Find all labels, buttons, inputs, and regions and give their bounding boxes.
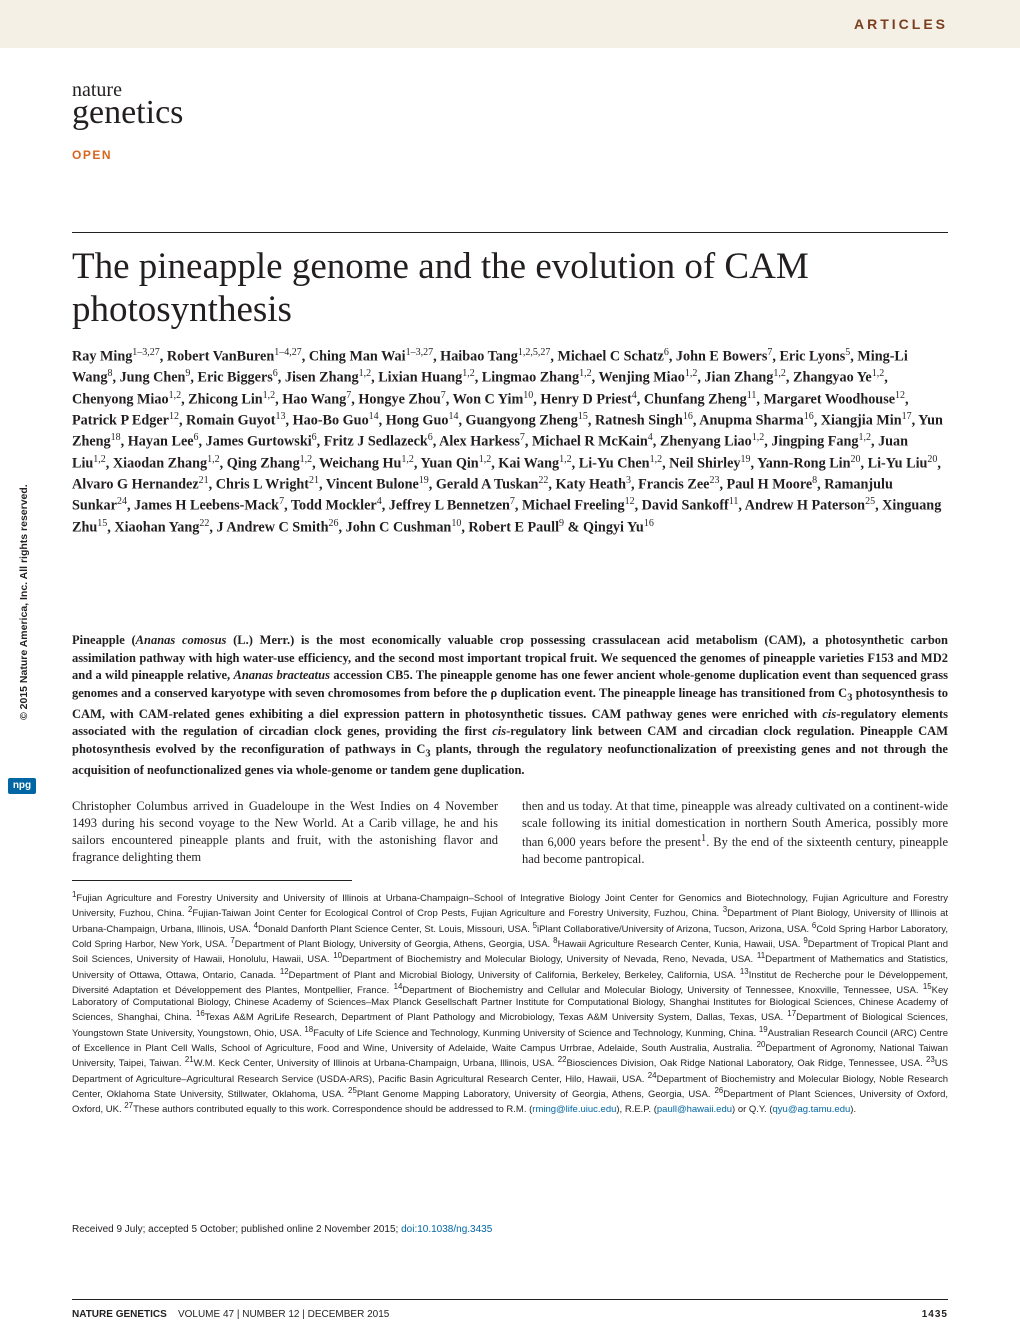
body-col-right: then and us today. At that time, pineapp… <box>522 798 948 868</box>
footer-left: NATURE GENETICS VOLUME 47 | NUMBER 12 | … <box>72 1309 389 1320</box>
journal-name-bottom: genetics <box>72 99 183 128</box>
affiliations: 1Fujian Agriculture and Forestry Univers… <box>72 890 948 1117</box>
footer-page-number: 1435 <box>922 1309 948 1320</box>
footer-journal: NATURE GENETICS <box>72 1309 167 1320</box>
section-label: ARTICLES <box>854 16 948 32</box>
received-text: Received 9 July; accepted 5 October; pub… <box>72 1224 401 1235</box>
journal-logo: nature genetics <box>72 82 183 128</box>
doi-link[interactable]: doi:10.1038/ng.3435 <box>401 1224 492 1235</box>
side-copyright: © 2015 Nature America, Inc. All rights r… <box>18 484 30 720</box>
open-access-label: OPEN <box>72 148 112 162</box>
received-line: Received 9 July; accepted 5 October; pub… <box>72 1224 948 1235</box>
title-rule <box>72 232 948 233</box>
body-col-left: Christopher Columbus arrived in Guadelou… <box>72 798 498 868</box>
body-columns: Christopher Columbus arrived in Guadelou… <box>72 798 948 868</box>
footer-issue <box>170 1309 178 1320</box>
footer: NATURE GENETICS VOLUME 47 | NUMBER 12 | … <box>72 1309 948 1320</box>
authors-list: Ray Ming1–3,27, Robert VanBuren1–4,27, C… <box>72 346 948 538</box>
npg-badge: npg <box>8 778 36 794</box>
abstract: Pineapple (Ananas comosus (L.) Merr.) is… <box>72 632 948 779</box>
article-title: The pineapple genome and the evolution o… <box>72 246 948 331</box>
affiliations-rule <box>72 880 352 881</box>
footer-issue-text: VOLUME 47 | NUMBER 12 | DECEMBER 2015 <box>178 1309 389 1320</box>
footer-rule <box>72 1299 948 1300</box>
